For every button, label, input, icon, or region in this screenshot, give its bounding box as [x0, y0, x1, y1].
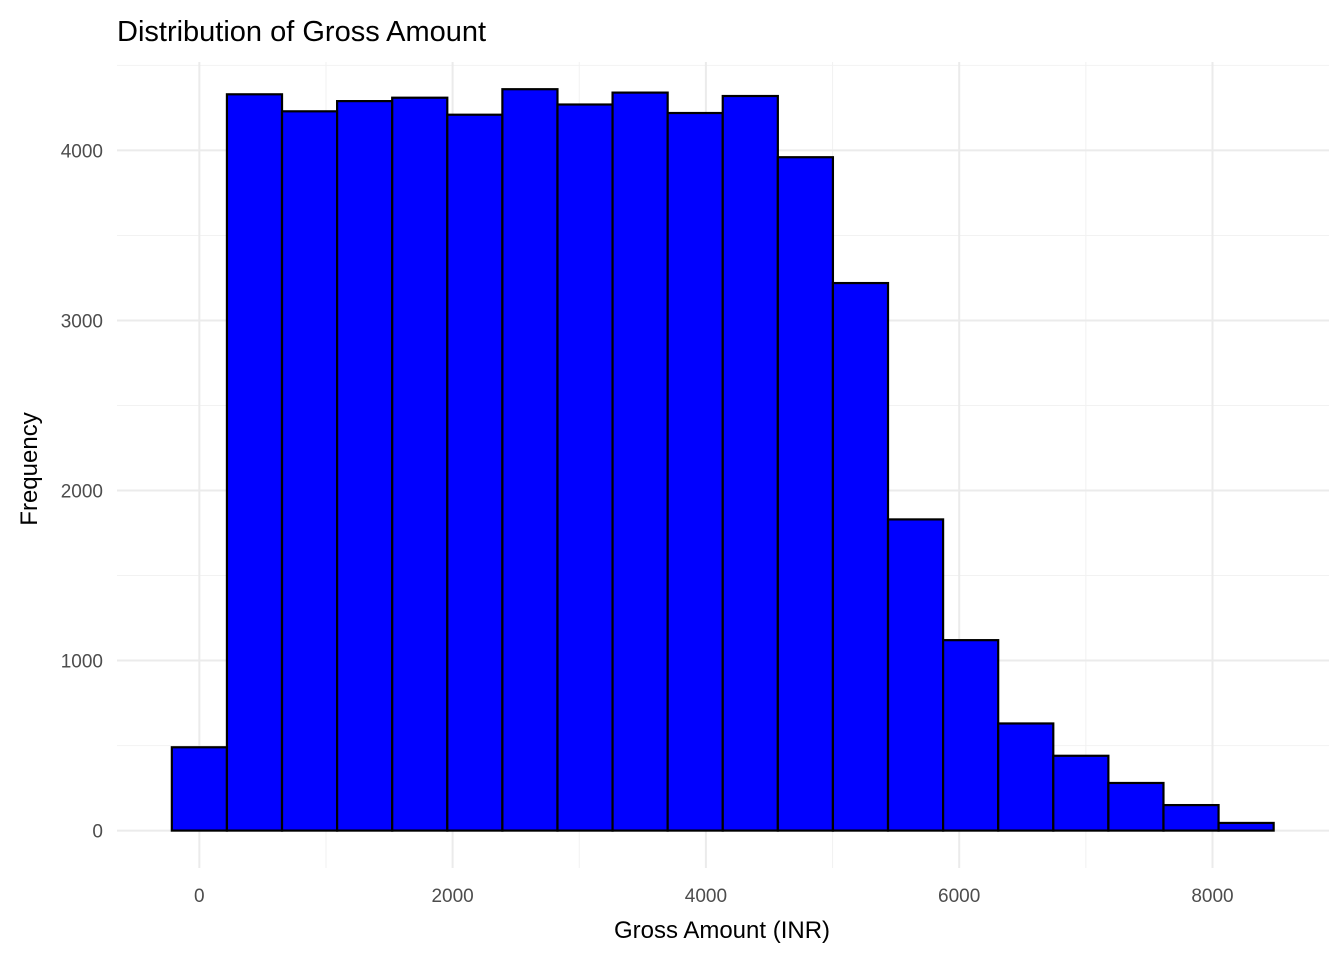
histogram-bar-16 [1052, 754, 1110, 832]
x-tick-label: 2000 [431, 886, 473, 907]
histogram-bar-13 [886, 518, 945, 832]
y-tick-label: 4000 [61, 141, 103, 162]
histogram-bar-10 [721, 94, 779, 832]
histogram-bar-0 [170, 746, 229, 832]
x-tick-label: 8000 [1191, 886, 1233, 907]
histogram-bar-2 [280, 110, 339, 832]
y-tick-label: 3000 [61, 311, 103, 332]
x-tick-label: 0 [194, 886, 205, 907]
histogram-bar-8 [611, 91, 669, 832]
chart-title: Distribution of Gross Amount [117, 16, 486, 48]
histogram-bar-1 [225, 93, 284, 832]
histogram-bar-4 [391, 96, 449, 832]
x-axis-title: Gross Amount (INR) [614, 917, 830, 944]
histogram-bar-18 [1162, 803, 1220, 832]
y-tick-label: 1000 [61, 652, 103, 673]
histogram-bar-15 [997, 722, 1055, 832]
histogram-bar-9 [666, 111, 724, 832]
x-tick-label: 6000 [938, 886, 980, 907]
tick-labels-layer: 0 2000 4000 6000 8000 0 1000 2000 3000 4000 [61, 141, 1234, 907]
histogram-bar-17 [1107, 781, 1165, 832]
bars-layer [170, 88, 1275, 832]
histogram-bar-11 [776, 156, 835, 832]
histogram-bar-5 [446, 113, 504, 832]
y-tick-label: 0 [92, 822, 103, 843]
histogram-bar-12 [831, 281, 890, 832]
y-axis-title: Frequency [16, 412, 43, 525]
histogram-bar-14 [942, 639, 1000, 832]
histogram-bar-6 [501, 88, 559, 832]
histogram-bar-3 [336, 100, 394, 832]
histogram-bar-7 [556, 103, 614, 832]
x-tick-label: 4000 [685, 886, 727, 907]
histogram-bar-19 [1217, 821, 1275, 832]
y-tick-label: 2000 [61, 482, 103, 503]
